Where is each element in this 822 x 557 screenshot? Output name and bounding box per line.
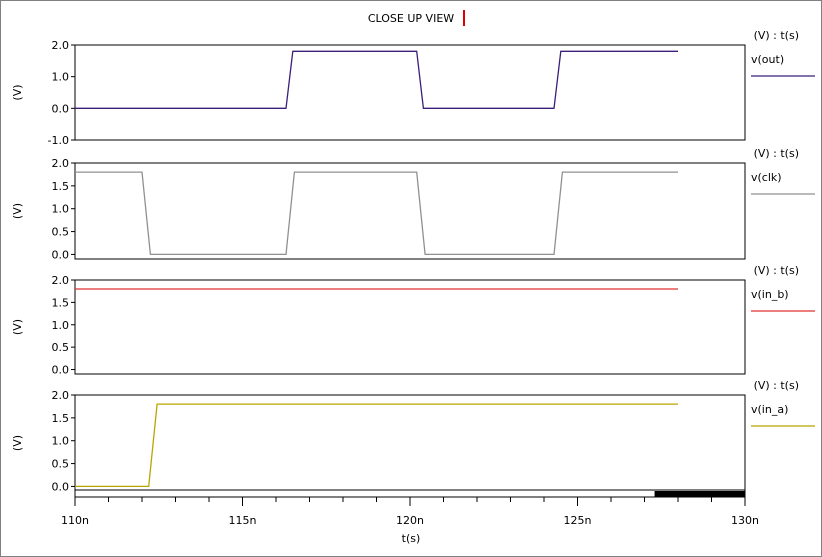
- y-tick-label: 0.5: [52, 458, 70, 471]
- y-tick-label: 1.5: [52, 296, 70, 309]
- x-axis: 110n 115n 120n 125n 130n: [61, 489, 759, 527]
- y-tick-label: 2.0: [52, 274, 70, 287]
- series-line-v-clk: [75, 171, 678, 256]
- chart-title: CLOSE UP VIEW: [368, 12, 454, 25]
- y-tick-label: 0.0: [52, 102, 70, 115]
- y-tick-label: 2.0: [52, 157, 70, 170]
- plot-frame: [74, 44, 746, 141]
- y-tick-label: 1.0: [52, 71, 70, 84]
- x-scrollbar-thumb: [654, 491, 745, 497]
- x-axis-label: t(s): [402, 532, 421, 545]
- y-tick-label: 1.0: [52, 319, 70, 332]
- y-tick-label: 1.0: [52, 203, 70, 216]
- y-tick-label: 1.5: [52, 180, 70, 193]
- legend-label: v(clk): [751, 171, 782, 184]
- legend-label: v(out): [751, 53, 784, 66]
- panel-2: 0.0 0.5 1.0 1.5 2.0 (V) (V) : t(s) v(clk): [11, 147, 815, 261]
- y-axis-label: (V): [11, 203, 24, 219]
- y-axis-label: (V): [11, 319, 24, 335]
- y-tick-label: 0.0: [52, 248, 70, 261]
- y-axis-label: (V): [11, 435, 24, 451]
- y-tick-label: 0.0: [52, 480, 70, 493]
- unit-label: (V) : t(s): [754, 379, 799, 392]
- plot-frame: [74, 162, 746, 260]
- series-line-v-in-a: [75, 403, 678, 488]
- x-tick-label: 110n: [61, 514, 89, 527]
- unit-label: (V) : t(s): [754, 29, 799, 42]
- x-tick-label: 125n: [564, 514, 592, 527]
- x-tick-label: 130n: [731, 514, 759, 527]
- y-axis-label: (V): [11, 84, 24, 100]
- plot-frame: [74, 279, 746, 375]
- legend-label: v(in_a): [751, 403, 788, 416]
- panel-4: 0.0 0.5 1.0 1.5 2.0 (V) (V) : t(s) v(in_a): [11, 379, 815, 493]
- legend-label: v(in_b): [751, 288, 789, 301]
- unit-label: (V) : t(s): [754, 264, 799, 277]
- y-tick-label: 2.0: [52, 389, 70, 402]
- y-tick-label: 0.5: [52, 341, 70, 354]
- unit-label: (V) : t(s): [754, 147, 799, 160]
- y-tick-label: 0.0: [52, 364, 70, 377]
- y-tick-label: -1.0: [48, 134, 69, 147]
- x-scrollbar-track: [74, 489, 746, 498]
- x-tick-label: 120n: [396, 514, 424, 527]
- y-tick-label: 1.5: [52, 412, 70, 425]
- plot-frame: [74, 394, 746, 492]
- panels: -1.0 0.0 1.0 2.0 (V) (V) : t(s) v(out) 0.0 0.5 1.…: [11, 29, 815, 493]
- panel-1: -1.0 0.0 1.0 2.0 (V) (V) : t(s) v(out): [11, 29, 815, 147]
- y-tick-label: 1.0: [52, 435, 70, 448]
- x-tick-label: 115n: [229, 514, 257, 527]
- panel-3: 0.0 0.5 1.0 1.5 2.0 (V) (V) : t(s) v(in_b): [11, 264, 815, 377]
- y-tick-label: 2.0: [52, 39, 70, 52]
- series-line-v-out: [75, 50, 678, 109]
- y-tick-label: 0.5: [52, 226, 70, 239]
